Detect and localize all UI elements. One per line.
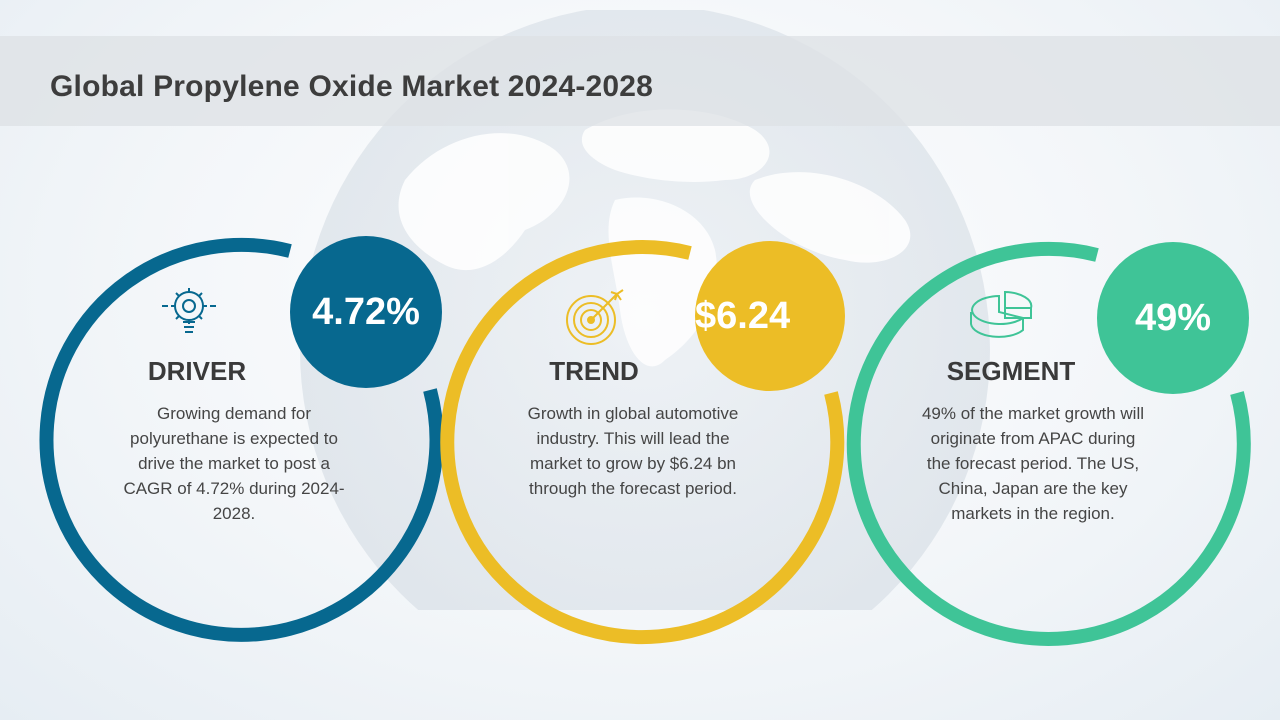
driver-heading: DRIVER (147, 356, 247, 386)
segment-value-badge: 49% (1097, 242, 1249, 394)
driver-value-badge: 4.72% (290, 236, 442, 388)
driver-ring (39, 237, 444, 642)
driver-value: 4.72% (312, 290, 420, 333)
segment-value: 49% (1134, 296, 1212, 339)
trend-value-badge: $6.24 (695, 241, 845, 391)
trend-heading: TREND (549, 356, 639, 386)
trend-body: Growth in global automotive industry. Th… (527, 404, 739, 498)
pie-chart-icon (970, 290, 1033, 338)
target-arrow-icon (566, 289, 624, 345)
globe-background (300, 10, 990, 610)
lightbulb-gear-icon (162, 288, 216, 333)
page-title: Global Propylene Oxide Market 2024-2028 (50, 70, 654, 103)
title-band (0, 36, 1280, 126)
segment-body: 49% of the market growth will originate … (921, 404, 1145, 523)
segment-ring (846, 241, 1251, 646)
trend-ring (440, 240, 845, 645)
driver-body: Growing demand for polyurethane is expec… (123, 404, 345, 523)
segment-heading: SEGMENT (946, 356, 1076, 386)
trend-value: $6.24 (695, 294, 791, 337)
